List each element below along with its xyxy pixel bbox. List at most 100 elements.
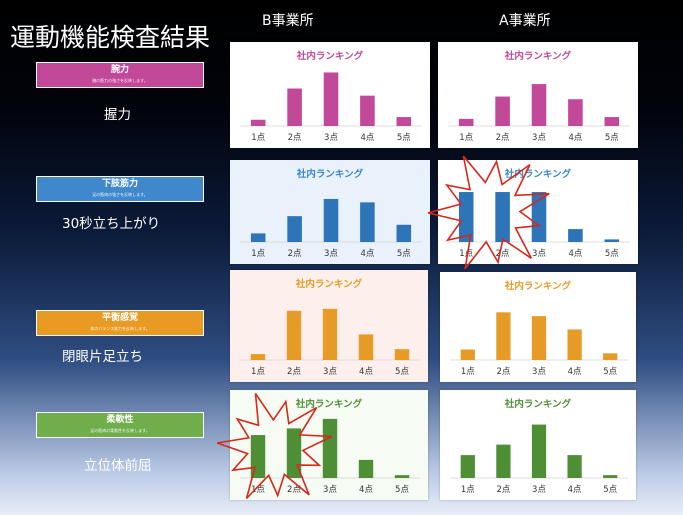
x-tick-label: 2点 [287, 367, 301, 377]
bar [567, 455, 582, 478]
x-tick-label: 5点 [603, 367, 617, 377]
ranking-bar-chart: 社内ランキング 1点 2点 3点 4点 5点 [450, 280, 628, 377]
category-label: 柔軟性 [106, 415, 134, 425]
x-tick-label: 2点 [496, 485, 510, 495]
x-tick-label: 2点 [496, 249, 510, 259]
ranking-bar-chart: 社内ランキング 1点 2点 3点 4点 5点 [240, 398, 420, 495]
x-tick-label: 1点 [461, 367, 475, 377]
ranking-bar-chart: 社内ランキング 1点 2点 3点 4点 5点 [240, 278, 420, 377]
x-tick-label: 4点 [568, 367, 582, 377]
bar [568, 99, 583, 126]
ranking-bar-chart: 社内ランキング 1点 2点 3点 4点 5点 [448, 168, 630, 259]
x-tick-label: 5点 [605, 249, 619, 259]
x-tick-label: 1点 [459, 249, 473, 259]
chart-title: 社内ランキング [504, 398, 572, 410]
test-name: 閉眼片足立ち [62, 349, 143, 365]
bar [531, 316, 547, 360]
x-tick-label: 2点 [288, 249, 302, 259]
x-tick-label: 3点 [532, 485, 546, 495]
x-tick-label: 3点 [324, 249, 338, 259]
bar [358, 334, 374, 360]
x-tick-label: 1点 [251, 249, 265, 259]
category-badge: 柔軟性足の筋肉の柔軟性を反映します。 [36, 412, 204, 438]
ranking-chart-panel: 社内ランキング 1点 2点 3点 4点 5点 [438, 160, 638, 264]
chart-title: 社内ランキング [295, 398, 363, 410]
ranking-chart-panel: 社内ランキング 1点 2点 3点 4点 5点 [440, 272, 636, 382]
bar [322, 308, 338, 360]
category-badge: 腕力腕の筋力の強さを反映します。 [36, 62, 204, 88]
category-label: 腕力 [110, 65, 129, 75]
test-name: 30秒立ち上がり [62, 216, 161, 232]
x-tick-label: 5点 [397, 133, 411, 143]
bar [567, 329, 582, 360]
bar [396, 117, 412, 126]
bar [604, 117, 620, 126]
category-badge: 下肢筋力 足の筋肉の強さを反映します。 [36, 176, 204, 202]
ranking-chart-panel: 社内ランキング 1点 2点 3点 4点 5点 [440, 390, 636, 500]
chart-title: 社内ランキング [296, 168, 364, 180]
bar [603, 475, 618, 478]
x-tick-label: 2点 [287, 485, 301, 495]
bar [250, 435, 266, 478]
bar [496, 312, 511, 360]
category-label: 平衡感覚 [101, 313, 138, 323]
ranking-bar-chart: 社内ランキング 1点 2点 3点 4点 5点 [450, 398, 628, 495]
bar [287, 88, 302, 126]
category-label: 下肢筋力 [101, 179, 138, 189]
bar [568, 229, 583, 242]
bar [495, 192, 510, 242]
x-tick-label: 1点 [461, 485, 475, 495]
bar [250, 119, 266, 126]
x-tick-label: 5点 [395, 485, 409, 495]
bar [360, 202, 375, 242]
ranking-bar-chart: 社内ランキング 1点 2点 3点 4点 5点 [240, 168, 422, 259]
bar [603, 353, 618, 360]
x-tick-label: 5点 [395, 367, 409, 377]
x-tick-label: 3点 [532, 249, 546, 259]
bar [531, 424, 547, 478]
x-tick-label: 5点 [603, 485, 617, 495]
chart-title: 社内ランキング [296, 50, 364, 62]
bar [458, 118, 474, 126]
bar [604, 239, 620, 242]
x-tick-label: 4点 [568, 249, 582, 259]
chart-title: 社内ランキング [504, 168, 572, 180]
ranking-chart-panel: 社内ランキング 1点 2点 3点 4点 5点 [230, 270, 428, 382]
column-header-b: B事業所 [262, 13, 314, 29]
x-tick-label: 4点 [359, 485, 373, 495]
bar [358, 459, 374, 478]
x-tick-label: 4点 [360, 133, 374, 143]
bar [250, 354, 266, 360]
bar [394, 475, 410, 478]
x-tick-label: 2点 [496, 367, 510, 377]
ranking-chart-panel: 社内ランキング 1点 2点 3点 4点 5点 [230, 390, 428, 500]
x-tick-label: 3点 [324, 133, 338, 143]
bar [458, 192, 474, 242]
bar [531, 84, 547, 126]
category-description: 足の筋肉の柔軟性を反映します。 [90, 428, 150, 433]
bar [460, 349, 475, 360]
bar [286, 310, 302, 360]
ranking-chart-panel: 社内ランキング 1点 2点 3点 4点 5点 [230, 42, 430, 148]
x-tick-label: 2点 [288, 133, 302, 143]
x-tick-label: 2点 [496, 133, 510, 143]
x-tick-label: 1点 [459, 133, 473, 143]
bar [394, 349, 410, 360]
x-tick-label: 4点 [360, 249, 374, 259]
chart-title: 社内ランキング [295, 278, 363, 290]
x-tick-label: 3点 [532, 367, 546, 377]
ranking-bar-chart: 社内ランキング 1点 2点 3点 4点 5点 [240, 50, 422, 143]
bar [460, 455, 475, 478]
bar [287, 216, 302, 242]
page-title: 運動機能検査結果 [10, 23, 211, 52]
test-name: 立位体前屈 [84, 458, 152, 474]
bar [496, 444, 511, 478]
x-tick-label: 1点 [251, 133, 265, 143]
bar [495, 96, 510, 126]
bar [360, 95, 375, 126]
test-name: 握力 [104, 107, 131, 123]
category-description: 腕の筋力の強さを反映します。 [92, 78, 148, 83]
ranking-chart-panel: 社内ランキング 1点 2点 3点 4点 5点 [230, 160, 430, 264]
bar [531, 192, 547, 242]
chart-title: 社内ランキング [504, 50, 572, 62]
